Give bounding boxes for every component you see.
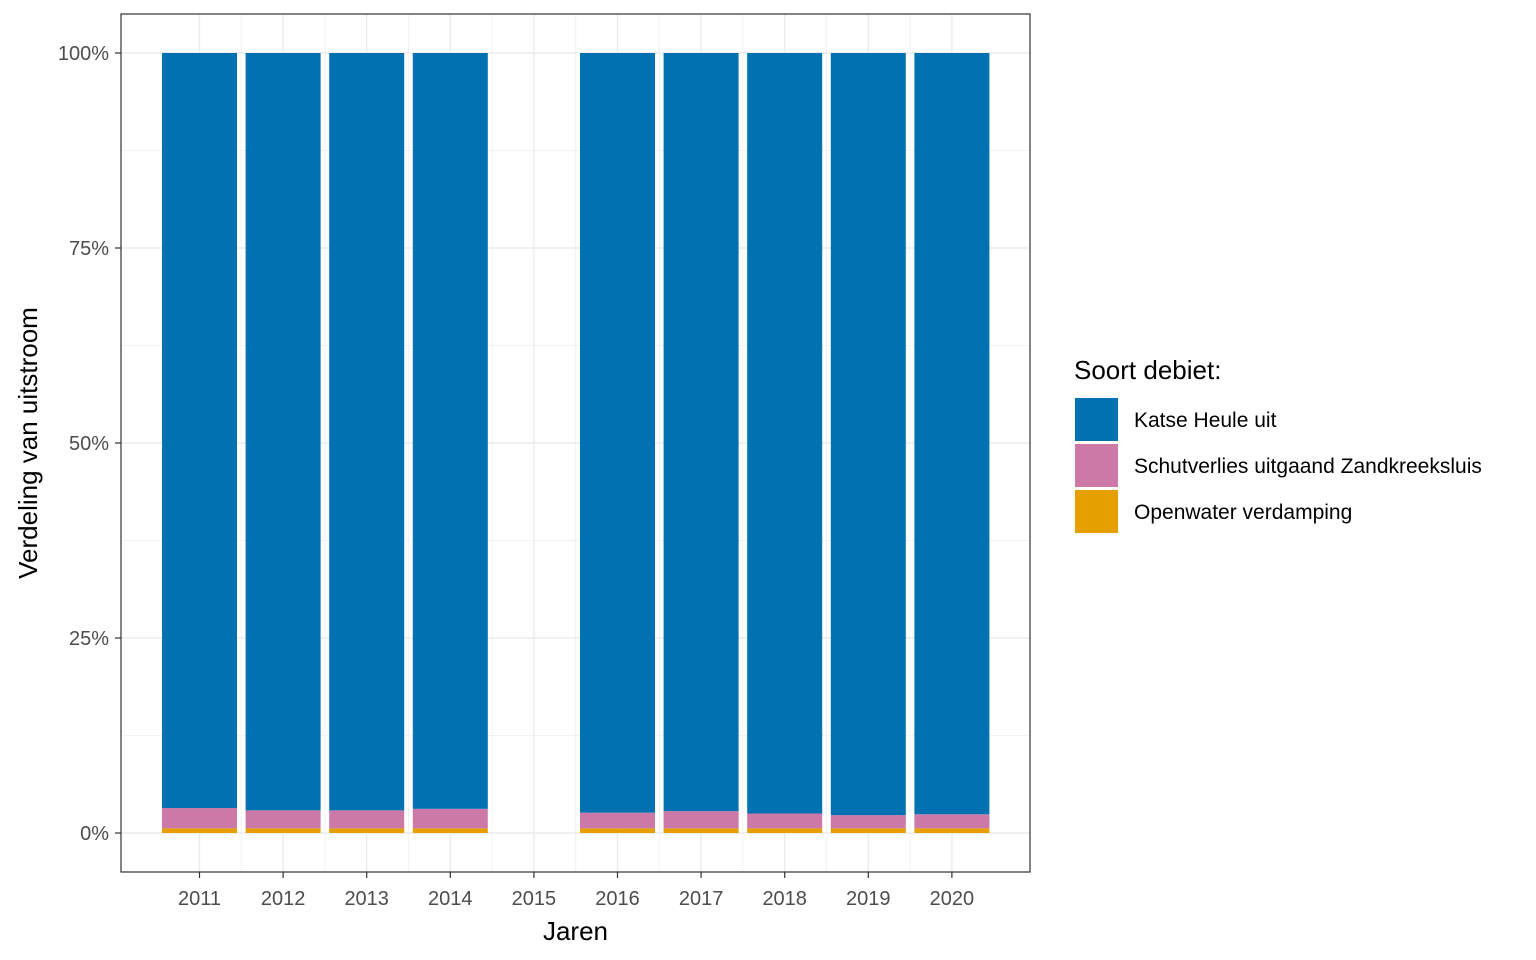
x-axis: 2011 2012 2013 2014 2015 2016 2017 2018 2019 2020 [178, 872, 974, 910]
bar-segment [162, 828, 237, 833]
x-tick-label: 2011 [178, 888, 221, 910]
bar-segment [663, 53, 739, 812]
bar-segment [245, 828, 321, 833]
bars [162, 53, 990, 833]
bar-segment [329, 828, 405, 833]
x-tick-label: 2015 [512, 888, 557, 910]
legend-label: Openwater verdamping [1134, 501, 1352, 524]
bar-segment [747, 813, 823, 829]
bar-segment [830, 828, 906, 833]
bar-segment [663, 828, 739, 833]
x-tick-label: 2019 [846, 888, 891, 910]
bar-segment [663, 811, 739, 829]
x-tick-label: 2013 [344, 888, 389, 910]
y-tick-label: 25% [69, 628, 109, 650]
x-tick-label: 2018 [762, 888, 807, 910]
legend-key [1075, 444, 1118, 487]
bar-segment [329, 53, 405, 811]
bar-segment [412, 53, 488, 809]
bar-segment [580, 812, 655, 829]
legend-key [1075, 398, 1118, 441]
bar-segment [162, 53, 237, 809]
y-axis-title: Verdeling van uitstroom [13, 307, 43, 579]
bar-segment [914, 814, 990, 829]
bar-segment [580, 828, 655, 833]
bar-segment [914, 828, 990, 833]
bar-segment [245, 810, 321, 829]
legend-title: Soort debiet: [1074, 355, 1221, 385]
bar-segment [747, 53, 823, 814]
bar-segment [245, 53, 321, 811]
bar-segment [914, 53, 990, 815]
y-tick-label: 0% [80, 823, 109, 845]
legend-label: Schutverlies uitgaand Zandkreeksluis [1134, 455, 1482, 478]
x-tick-label: 2016 [595, 888, 640, 910]
bar-segment [830, 815, 906, 829]
y-tick-label: 100% [58, 43, 109, 65]
x-tick-label: 2020 [930, 888, 975, 910]
bar-segment [412, 808, 488, 829]
legend: Soort debiet: Katse Heule uit Schutverlie… [1074, 355, 1482, 533]
legend-label: Katse Heule uit [1134, 409, 1277, 432]
x-tick-label: 2017 [679, 888, 724, 910]
legend-key [1075, 490, 1118, 533]
y-tick-label: 75% [69, 238, 109, 260]
bar-segment [162, 808, 237, 829]
bar-segment [412, 828, 488, 833]
bar-segment [580, 53, 655, 813]
bar-segment [747, 828, 823, 833]
x-tick-label: 2014 [428, 888, 473, 910]
bar-segment [830, 53, 906, 816]
y-axis: 0% 25% 50% 75% 100% [58, 43, 121, 845]
x-tick-label: 2012 [261, 888, 306, 910]
x-axis-title: Jaren [543, 916, 608, 946]
bar-segment [329, 810, 405, 829]
y-tick-label: 50% [69, 433, 109, 455]
